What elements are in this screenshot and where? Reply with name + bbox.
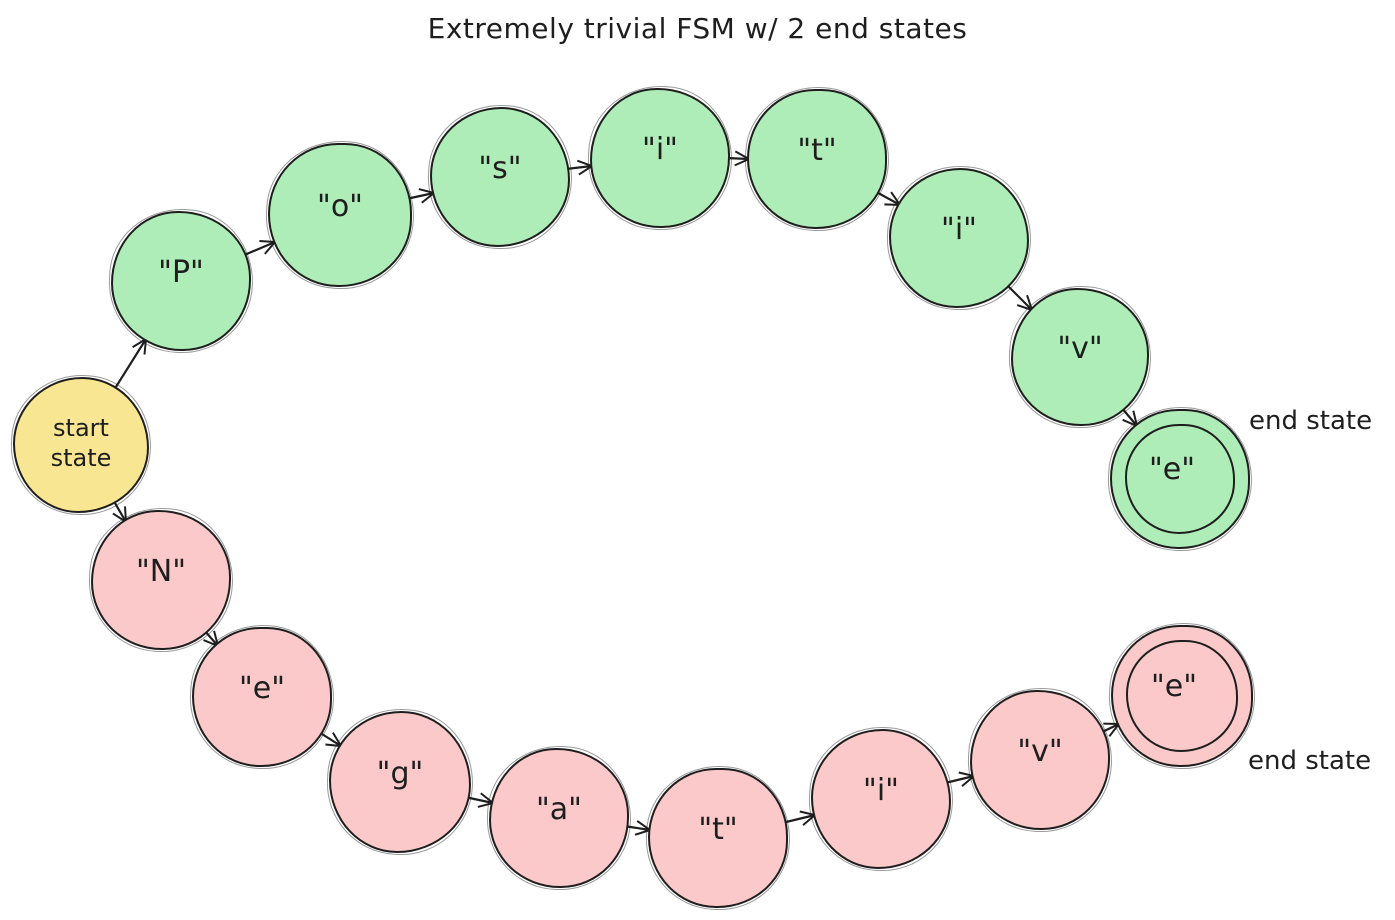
state-label: "o" bbox=[317, 189, 363, 225]
arrow-p-to-o bbox=[241, 240, 278, 258]
arrow-s-to-i1 bbox=[565, 159, 595, 176]
state-label: "s" bbox=[478, 151, 522, 187]
state-label: "t" bbox=[797, 133, 837, 169]
state-label: "t" bbox=[698, 812, 738, 848]
fsm-state-v-2: "v" bbox=[970, 690, 1110, 830]
fsm-state-start: start state bbox=[13, 377, 149, 513]
fsm-state-i-2: "i" bbox=[889, 168, 1029, 308]
fsm-state-p: "P" bbox=[111, 211, 251, 351]
fsm-state-a: "a" bbox=[489, 748, 629, 888]
diagram-title: Extremely trivial FSM w/ 2 end states bbox=[427, 12, 968, 45]
state-label: "v" bbox=[1057, 331, 1103, 367]
fsm-state-s: "s" bbox=[430, 107, 570, 247]
state-label: "g" bbox=[376, 756, 424, 792]
state-label: "N" bbox=[135, 554, 187, 590]
state-label: "i" bbox=[642, 132, 678, 168]
fsm-state-g: "g" bbox=[329, 711, 471, 853]
state-label: "i" bbox=[863, 773, 899, 809]
arrow-i2-to-v bbox=[1005, 283, 1034, 312]
fsm-state-o: "o" bbox=[268, 143, 412, 287]
end-state-annotation-positive: end state bbox=[1249, 406, 1373, 436]
state-label: "v" bbox=[1017, 734, 1063, 770]
state-label: "P" bbox=[158, 255, 204, 291]
state-label: "e" bbox=[1148, 452, 1196, 488]
fsm-state-v-1: "v" bbox=[1011, 288, 1149, 426]
arrow-start-to-p bbox=[113, 337, 148, 391]
fsm-state-i-1: "i" bbox=[590, 88, 730, 228]
fsm-end-state-negative: "e" bbox=[1111, 625, 1253, 767]
state-label: "e" bbox=[1150, 669, 1198, 705]
arrow-i3-to-v2 bbox=[944, 771, 977, 787]
fsm-state-e-1: "e" bbox=[192, 627, 332, 767]
state-label: "e" bbox=[238, 671, 286, 707]
fsm-state-n: "N" bbox=[91, 510, 231, 650]
state-label: "i" bbox=[941, 212, 977, 248]
arrow-t-to-i3 bbox=[781, 810, 818, 826]
end-state-annotation-negative: end state bbox=[1248, 746, 1372, 776]
fsm-state-t-2: "t" bbox=[648, 768, 788, 908]
fsm-end-state-positive: "e" bbox=[1110, 409, 1250, 549]
state-label: "a" bbox=[536, 792, 582, 828]
fsm-state-i-3: "i" bbox=[811, 729, 951, 869]
fsm-state-t-1: "t" bbox=[747, 89, 887, 229]
state-label: start state bbox=[50, 414, 112, 472]
